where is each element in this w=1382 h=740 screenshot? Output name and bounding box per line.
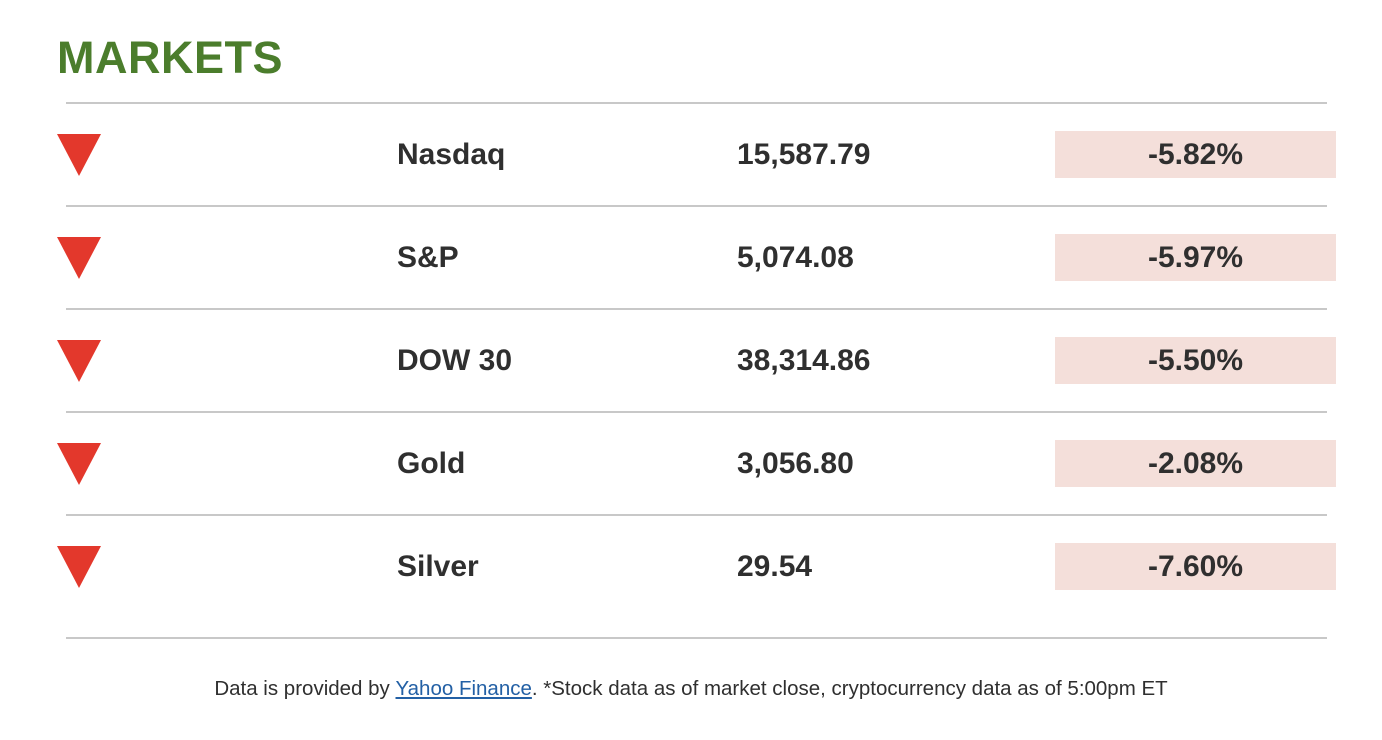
market-row-gold: Gold 3,056.80 -2.08% bbox=[0, 413, 1382, 514]
market-row-silver: Silver 29.54 -7.60% bbox=[0, 516, 1382, 617]
market-change-badge: -5.82% bbox=[1055, 131, 1336, 178]
market-value: 5,074.08 bbox=[737, 240, 854, 274]
market-value: 15,587.79 bbox=[737, 137, 871, 171]
market-change-badge: -5.97% bbox=[1055, 234, 1336, 281]
trend-down-icon bbox=[57, 339, 101, 382]
trend-down-icon bbox=[57, 236, 101, 279]
market-row-nasdaq: Nasdaq 15,587.79 -5.82% bbox=[0, 104, 1382, 205]
market-name: DOW 30 bbox=[397, 343, 513, 377]
divider bbox=[66, 308, 1327, 310]
market-row-sp: S&P 5,074.08 -5.97% bbox=[0, 207, 1382, 308]
market-name: Nasdaq bbox=[397, 137, 506, 171]
footer-text-prefix: Data is provided by bbox=[214, 676, 396, 700]
market-name: S&P bbox=[397, 240, 459, 274]
market-value: 3,056.80 bbox=[737, 446, 854, 480]
trend-down-icon bbox=[57, 442, 101, 485]
market-change-badge: -7.60% bbox=[1055, 543, 1336, 590]
divider bbox=[66, 637, 1327, 639]
divider bbox=[66, 411, 1327, 413]
trend-down-icon bbox=[57, 545, 101, 588]
markets-title: MARKETS bbox=[57, 32, 283, 83]
market-name: Silver bbox=[397, 549, 479, 583]
market-change-badge: -2.08% bbox=[1055, 440, 1336, 487]
market-name: Gold bbox=[397, 446, 466, 480]
market-change-badge: -5.50% bbox=[1055, 337, 1336, 384]
divider bbox=[66, 205, 1327, 207]
divider bbox=[66, 102, 1327, 104]
divider bbox=[66, 514, 1327, 516]
trend-down-icon bbox=[57, 133, 101, 176]
market-value: 29.54 bbox=[737, 549, 813, 583]
market-value: 38,314.86 bbox=[737, 343, 871, 377]
market-row-dow30: DOW 30 38,314.86 -5.50% bbox=[0, 310, 1382, 411]
yahoo-finance-link[interactable]: Yahoo Finance bbox=[395, 676, 532, 700]
footer-text-suffix: . *Stock data as of market close, crypto… bbox=[531, 676, 1168, 700]
footer-note: Data is provided by Yahoo Finance. *Stoc… bbox=[0, 639, 1382, 738]
